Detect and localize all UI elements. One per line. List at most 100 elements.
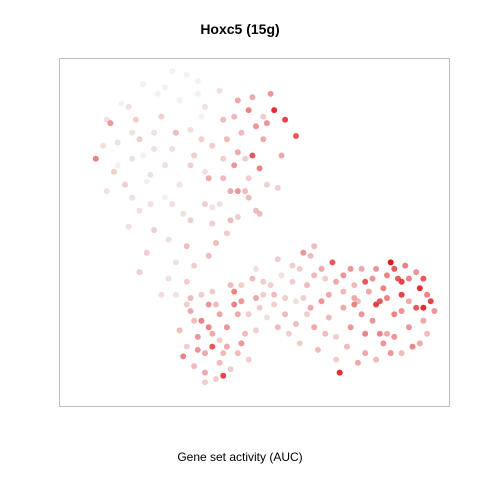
data-point <box>213 240 219 246</box>
data-point <box>114 139 121 146</box>
data-point <box>202 379 208 386</box>
data-point <box>143 249 150 256</box>
data-point <box>238 282 245 289</box>
data-point <box>183 71 190 78</box>
data-point <box>384 272 390 279</box>
data-point <box>267 90 274 97</box>
data-point <box>362 330 369 337</box>
data-point <box>231 288 238 295</box>
data-point <box>333 356 340 363</box>
data-point <box>300 295 307 301</box>
data-point <box>183 278 190 285</box>
data-point <box>172 129 179 136</box>
data-point <box>405 324 412 331</box>
data-point <box>420 275 427 282</box>
data-point <box>260 136 267 143</box>
data-point <box>333 333 340 340</box>
data-point <box>136 269 143 276</box>
data-point <box>169 201 176 208</box>
data-point <box>311 272 318 279</box>
data-point <box>416 340 423 347</box>
data-point <box>311 243 318 250</box>
data-point <box>187 217 194 224</box>
data-point <box>260 278 267 285</box>
data-point <box>216 201 223 208</box>
data-point <box>202 350 208 357</box>
data-point <box>216 87 223 94</box>
data-point <box>114 162 121 169</box>
data-point <box>202 201 208 208</box>
data-point <box>151 227 158 233</box>
data-point <box>176 97 183 104</box>
data-point <box>293 298 299 305</box>
data-point <box>333 278 340 285</box>
data-point <box>242 330 249 337</box>
data-point <box>307 304 314 311</box>
data-point <box>384 295 390 301</box>
data-point <box>398 350 405 357</box>
data-point <box>358 265 365 272</box>
data-point <box>329 259 336 266</box>
data-point <box>165 275 172 282</box>
data-point <box>409 343 416 350</box>
data-point <box>391 265 398 272</box>
data-point <box>111 168 117 175</box>
data-point <box>260 113 267 120</box>
data-point <box>413 269 420 276</box>
data-point <box>191 317 198 324</box>
data-point <box>125 103 132 110</box>
data-point <box>278 152 285 159</box>
data-point <box>216 337 223 344</box>
data-point <box>213 376 219 382</box>
data-point <box>347 324 354 331</box>
data-point <box>187 295 194 301</box>
data-point <box>416 285 423 292</box>
data-point <box>300 249 307 256</box>
data-point <box>387 259 394 266</box>
data-point <box>238 298 245 305</box>
data-point <box>183 343 190 350</box>
data-point <box>245 311 252 318</box>
data-point <box>369 317 376 324</box>
data-point <box>165 236 172 243</box>
data-point <box>209 204 216 211</box>
data-point <box>267 282 274 289</box>
data-point <box>358 311 365 318</box>
data-point <box>176 181 183 188</box>
data-point <box>369 275 376 282</box>
data-point <box>413 304 420 311</box>
data-point <box>205 175 212 182</box>
data-point <box>151 129 158 136</box>
data-point <box>162 194 168 201</box>
data-point <box>234 214 241 220</box>
data-point <box>107 120 114 127</box>
data-point <box>129 194 136 201</box>
data-point <box>227 217 234 224</box>
data-point <box>213 301 219 308</box>
data-point <box>344 343 350 350</box>
data-point <box>420 304 427 311</box>
data-point <box>187 126 194 133</box>
points-layer <box>92 68 438 386</box>
data-point <box>362 278 369 285</box>
data-point <box>289 278 296 285</box>
data-point <box>260 291 267 298</box>
data-point <box>136 136 143 143</box>
data-point <box>271 291 278 298</box>
data-point <box>285 330 292 337</box>
plot-frame <box>59 58 450 407</box>
data-point <box>376 330 383 337</box>
data-point <box>238 340 245 347</box>
data-point <box>242 188 249 195</box>
data-point <box>158 291 165 298</box>
data-point <box>234 97 241 104</box>
data-point <box>187 308 194 314</box>
data-point <box>132 116 139 123</box>
data-point <box>365 288 372 295</box>
data-point <box>147 201 154 208</box>
data-point <box>384 330 390 337</box>
data-point <box>318 298 325 305</box>
data-point <box>169 68 176 75</box>
data-point <box>402 262 409 269</box>
data-point <box>253 265 259 272</box>
